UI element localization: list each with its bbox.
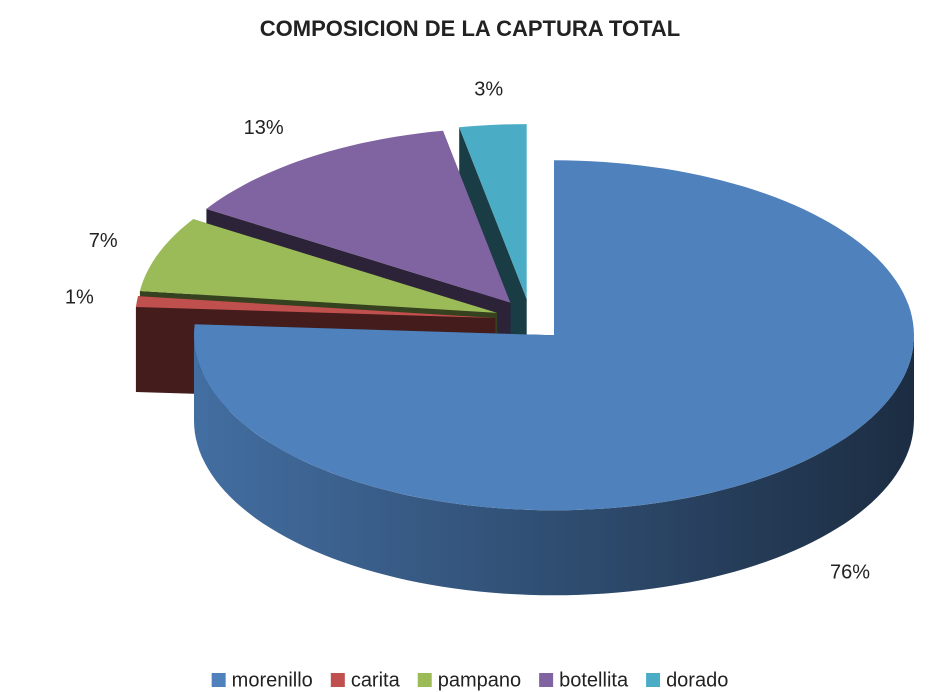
slice bbox=[194, 160, 914, 596]
data-label: 76% bbox=[830, 562, 870, 584]
slice-top bbox=[206, 130, 511, 303]
data-label: 7% bbox=[89, 230, 118, 252]
slice-top bbox=[459, 124, 527, 300]
slice-top bbox=[194, 160, 914, 511]
legend-swatch bbox=[646, 673, 661, 687]
legend-swatch bbox=[211, 673, 226, 687]
slice-wall bbox=[194, 335, 914, 596]
legend-label: dorado bbox=[666, 669, 728, 691]
data-label: 1% bbox=[65, 287, 94, 309]
legend-swatch bbox=[539, 673, 554, 687]
data-label: 3% bbox=[474, 78, 503, 100]
legend: morenillo carita pampano botellita dorado bbox=[211, 669, 728, 691]
legend-label: carita bbox=[351, 669, 401, 691]
legend-swatch bbox=[417, 673, 432, 687]
data-label: 13% bbox=[244, 117, 284, 139]
legend-label: botellita bbox=[559, 669, 629, 691]
legend-label: pampano bbox=[438, 669, 521, 691]
chart-title: COMPOSICION DE LA CAPTURA TOTAL bbox=[260, 16, 680, 41]
slice-top bbox=[139, 219, 498, 313]
slice-top bbox=[135, 296, 496, 318]
legend-label: morenillo bbox=[232, 669, 313, 691]
legend-swatch bbox=[330, 673, 345, 687]
